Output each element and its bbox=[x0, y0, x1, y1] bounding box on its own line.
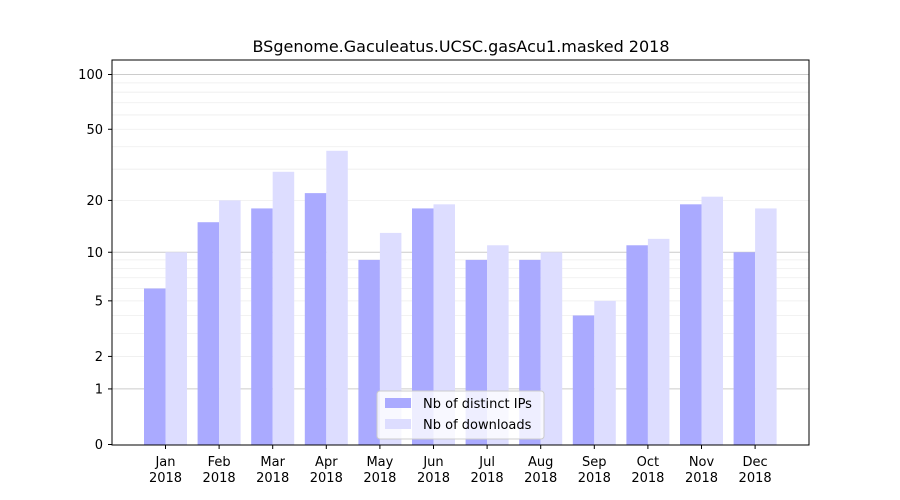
x-tick-label-month: May bbox=[366, 455, 393, 470]
x-tick-label-month: Apr bbox=[315, 455, 338, 470]
y-tick-label: 1 bbox=[95, 382, 103, 397]
bar-downloads-jan bbox=[165, 252, 187, 445]
y-tick-label: 0 bbox=[95, 438, 103, 453]
bar-downloads-nov bbox=[701, 196, 723, 445]
x-tick-label-year: 2018 bbox=[310, 471, 343, 486]
y-tick-label: 100 bbox=[78, 68, 103, 83]
x-tick-label-year: 2018 bbox=[739, 471, 772, 486]
bar-downloads-mar bbox=[272, 171, 295, 445]
bar-downloads-dec bbox=[755, 208, 777, 445]
chart-title: BSgenome.Gaculeatus.UCSC.gasAcu1.masked … bbox=[252, 37, 669, 56]
x-tick-label-month: Jan bbox=[154, 455, 175, 470]
x-tick-label-month: Mar bbox=[260, 455, 285, 470]
x-tick-label-month: Oct bbox=[637, 455, 659, 470]
y-tick-label: 20 bbox=[86, 194, 103, 209]
bar-downloads-sep bbox=[594, 300, 616, 445]
legend-label-distinct-ips: Nb of distinct IPs bbox=[423, 397, 532, 412]
x-axis: Jan2018Feb2018Mar2018Apr2018May2018Jun20… bbox=[149, 445, 772, 486]
bar-downloads-jun bbox=[433, 204, 455, 445]
bar-distinct-ips-sep bbox=[572, 315, 595, 445]
x-tick-label-month: Nov bbox=[689, 455, 715, 470]
legend-swatch-distinct-ips bbox=[385, 398, 411, 408]
x-tick-label-year: 2018 bbox=[203, 471, 236, 486]
bar-distinct-ips-jun bbox=[412, 208, 434, 445]
bar-distinct-ips-dec bbox=[733, 252, 756, 445]
x-tick-label-year: 2018 bbox=[471, 471, 504, 486]
x-tick-label-month: Jul bbox=[478, 455, 495, 470]
y-axis: 0 1 2 5 10 20 50 100 bbox=[78, 68, 112, 453]
bar-distinct-ips-may bbox=[358, 259, 380, 445]
bar-downloads-oct bbox=[647, 238, 670, 445]
x-tick-label-month: Aug bbox=[528, 455, 553, 470]
bar-downloads-apr bbox=[326, 150, 348, 445]
y-tick-label: 2 bbox=[95, 350, 103, 365]
x-tick-label-year: 2018 bbox=[685, 471, 718, 486]
legend-box bbox=[376, 390, 545, 440]
bar-distinct-ips-mar bbox=[251, 208, 273, 445]
bar-downloads-aug bbox=[540, 252, 563, 445]
bar-distinct-ips-nov bbox=[680, 204, 702, 445]
x-tick-label-year: 2018 bbox=[578, 471, 611, 486]
bar-distinct-ips-apr bbox=[304, 193, 327, 445]
x-tick-label-month: Feb bbox=[208, 455, 231, 470]
x-tick-label-year: 2018 bbox=[363, 471, 396, 486]
y-tick-label: 10 bbox=[86, 246, 103, 261]
x-tick-label-month: Sep bbox=[582, 455, 607, 470]
legend-swatch-downloads bbox=[385, 419, 411, 429]
x-tick-label-year: 2018 bbox=[149, 471, 182, 486]
bar-downloads-feb bbox=[219, 200, 241, 445]
bar-distinct-ips-jan bbox=[144, 288, 166, 445]
x-tick-label-year: 2018 bbox=[417, 471, 450, 486]
y-tick-label: 50 bbox=[86, 123, 103, 138]
legend-label-downloads: Nb of downloads bbox=[423, 418, 532, 433]
y-tick-label: 5 bbox=[95, 294, 103, 309]
x-tick-label-year: 2018 bbox=[256, 471, 289, 486]
bar-distinct-ips-oct bbox=[626, 245, 648, 445]
legend: Nb of distinct IPs Nb of downloads bbox=[376, 390, 545, 440]
x-tick-label-month: Jun bbox=[422, 455, 443, 470]
bar-distinct-ips-feb bbox=[197, 222, 220, 445]
x-tick-label-month: Dec bbox=[743, 455, 768, 470]
x-tick-label-year: 2018 bbox=[631, 471, 664, 486]
x-tick-label-year: 2018 bbox=[524, 471, 557, 486]
